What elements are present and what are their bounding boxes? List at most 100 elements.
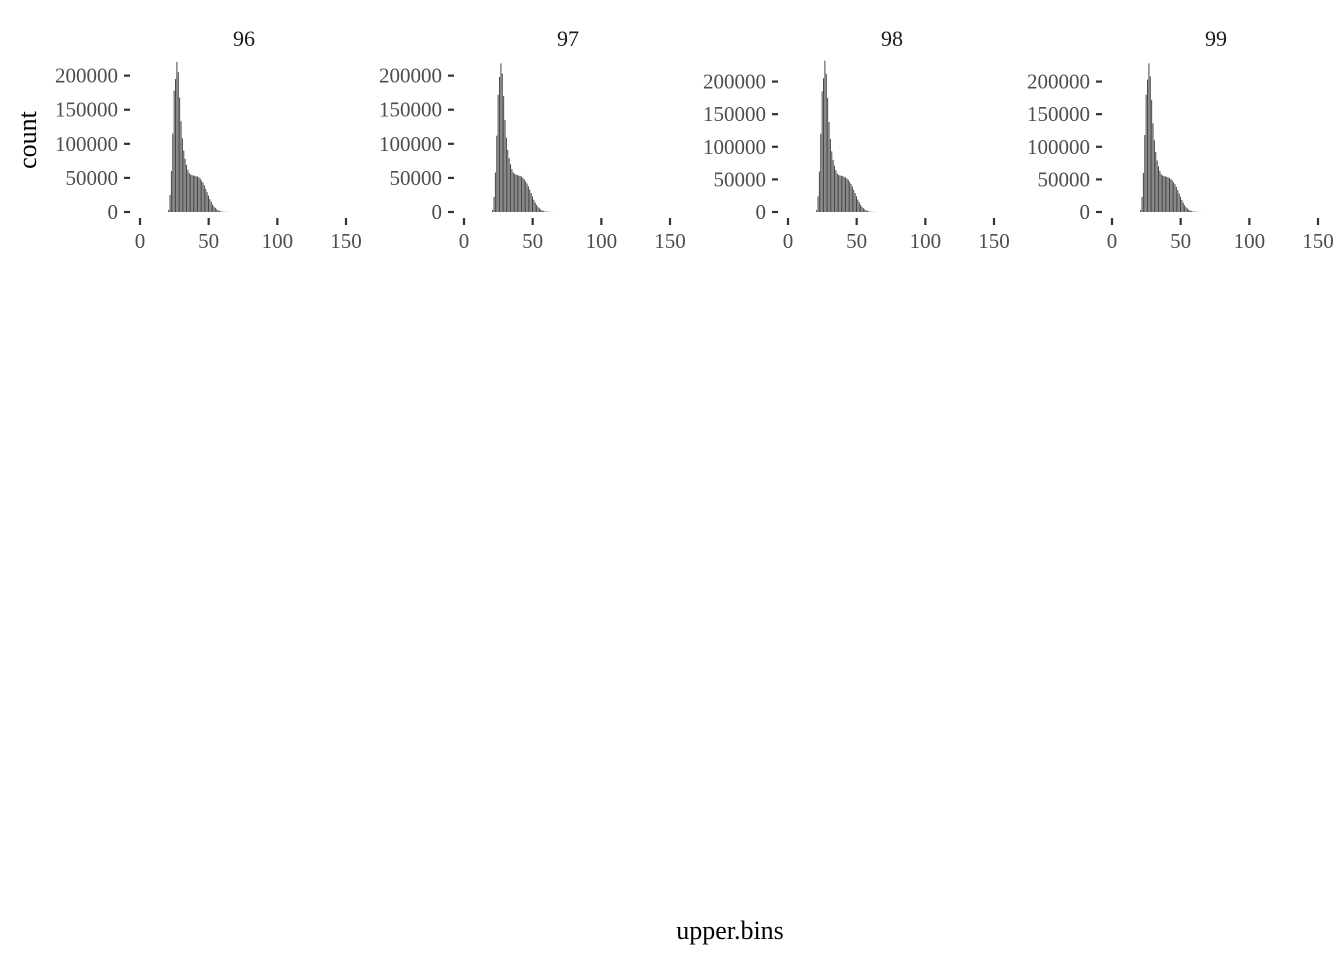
y-tick-label: 0 bbox=[1080, 200, 1091, 224]
histogram-bar bbox=[816, 210, 818, 212]
histogram-bar bbox=[176, 62, 178, 212]
histogram-bar bbox=[494, 172, 496, 212]
histogram-bar bbox=[1182, 202, 1184, 212]
histogram-bar bbox=[177, 72, 179, 212]
histogram-bar bbox=[492, 209, 494, 212]
histogram-bar bbox=[511, 169, 513, 212]
histogram-bar bbox=[515, 174, 517, 212]
histogram-bar bbox=[1164, 176, 1166, 212]
histogram-bar bbox=[850, 183, 852, 212]
histogram-bar bbox=[500, 63, 502, 212]
histogram-bar bbox=[538, 208, 540, 212]
histogram-bar bbox=[847, 179, 849, 212]
y-tick-label: 150000 bbox=[55, 98, 118, 122]
histogram-bar bbox=[522, 177, 524, 212]
histogram-bar bbox=[518, 175, 520, 212]
x-tick-label: 100 bbox=[586, 229, 618, 253]
histogram-bar bbox=[198, 177, 200, 212]
histogram-bar bbox=[525, 181, 527, 212]
y-tick-label: 200000 bbox=[1027, 70, 1090, 94]
histogram-bar bbox=[1144, 135, 1146, 212]
histogram-bar bbox=[493, 197, 495, 212]
histogram-bar bbox=[497, 94, 499, 212]
histogram-bar bbox=[1184, 205, 1186, 212]
histogram-bar bbox=[202, 182, 204, 212]
histogram-bar bbox=[1155, 152, 1157, 212]
histogram-bar bbox=[194, 175, 196, 212]
x-tick-label: 150 bbox=[978, 229, 1010, 253]
histogram-bar bbox=[857, 199, 859, 212]
histogram-bar bbox=[192, 175, 194, 212]
histogram-bar bbox=[214, 207, 216, 212]
y-tick-label: 0 bbox=[756, 200, 767, 224]
y-tick-label: 50000 bbox=[1038, 167, 1091, 191]
histogram-bar bbox=[849, 181, 851, 212]
histogram-bar bbox=[527, 186, 529, 212]
x-tick-label: 100 bbox=[1234, 229, 1266, 253]
y-tick-label: 150000 bbox=[703, 102, 766, 126]
histogram-bar bbox=[1162, 175, 1164, 212]
histogram-bar bbox=[520, 176, 523, 212]
histogram-bar bbox=[190, 174, 192, 212]
histogram-bar bbox=[181, 138, 183, 212]
histogram-bar bbox=[544, 211, 546, 212]
y-tick-label: 100000 bbox=[55, 132, 118, 156]
histogram-bar bbox=[195, 176, 197, 212]
y-tick-label: 150000 bbox=[1027, 102, 1090, 126]
histogram-bar bbox=[217, 210, 219, 212]
histogram-bar bbox=[501, 73, 503, 212]
facet-strip-label: 98 bbox=[881, 26, 903, 51]
histogram-bar bbox=[542, 210, 544, 212]
histogram-bar bbox=[523, 179, 525, 212]
histogram-bar bbox=[179, 97, 181, 212]
histogram-bar bbox=[842, 176, 844, 212]
histogram-bar bbox=[832, 159, 834, 212]
x-tick-label: 0 bbox=[135, 229, 146, 253]
histogram-bar bbox=[1175, 186, 1177, 212]
histogram-bar bbox=[868, 211, 870, 212]
y-tick-label: 200000 bbox=[703, 70, 766, 94]
histogram-bar bbox=[216, 209, 218, 212]
histogram-bar bbox=[1186, 208, 1188, 212]
histogram-bar bbox=[210, 201, 212, 212]
histogram-bar bbox=[1171, 180, 1173, 212]
histogram-bar bbox=[1167, 177, 1169, 212]
histogram-bar bbox=[864, 209, 866, 212]
histogram-bar bbox=[1190, 210, 1192, 212]
histogram-bar bbox=[514, 173, 516, 212]
histogram-bar bbox=[1148, 63, 1150, 212]
histogram-bar bbox=[168, 209, 170, 212]
histogram-bar bbox=[1173, 182, 1175, 212]
histogram-bar bbox=[1145, 94, 1147, 212]
histogram-bar bbox=[818, 171, 820, 212]
histogram-bar bbox=[187, 169, 189, 212]
histogram-bar bbox=[853, 189, 855, 212]
histogram-bar bbox=[1149, 76, 1151, 212]
histogram-bar bbox=[836, 173, 838, 212]
y-tick-label: 100000 bbox=[1027, 135, 1090, 159]
facet-panel-96: 96 0 50000 100000 150000 200000 0 50 100 150 bbox=[55, 26, 362, 253]
histogram-bar bbox=[1179, 196, 1181, 212]
histogram-bar bbox=[541, 210, 543, 212]
histogram-bar bbox=[201, 180, 203, 212]
x-tick-label: 50 bbox=[1170, 229, 1191, 253]
histogram-bar bbox=[1188, 209, 1190, 212]
histogram-bar bbox=[1168, 178, 1171, 212]
histogram-bar bbox=[844, 177, 847, 212]
histogram-bar bbox=[1141, 197, 1143, 212]
histogram-bar bbox=[191, 175, 193, 212]
histogram-bar bbox=[829, 138, 831, 212]
histogram-bar bbox=[530, 192, 532, 212]
x-tick-label: 50 bbox=[846, 229, 867, 253]
histogram-bar bbox=[218, 210, 220, 212]
histogram-bar bbox=[839, 175, 841, 212]
y-tick-label: 200000 bbox=[55, 64, 118, 88]
histogram-bar bbox=[504, 119, 506, 212]
histogram-bar bbox=[840, 175, 842, 212]
histogram-bar bbox=[537, 206, 539, 212]
x-tick-label: 150 bbox=[654, 229, 686, 253]
histogram-bar bbox=[172, 133, 174, 212]
histogram-bar bbox=[831, 151, 833, 212]
y-tick-label: 50000 bbox=[66, 166, 119, 190]
histogram-bar bbox=[196, 176, 199, 212]
